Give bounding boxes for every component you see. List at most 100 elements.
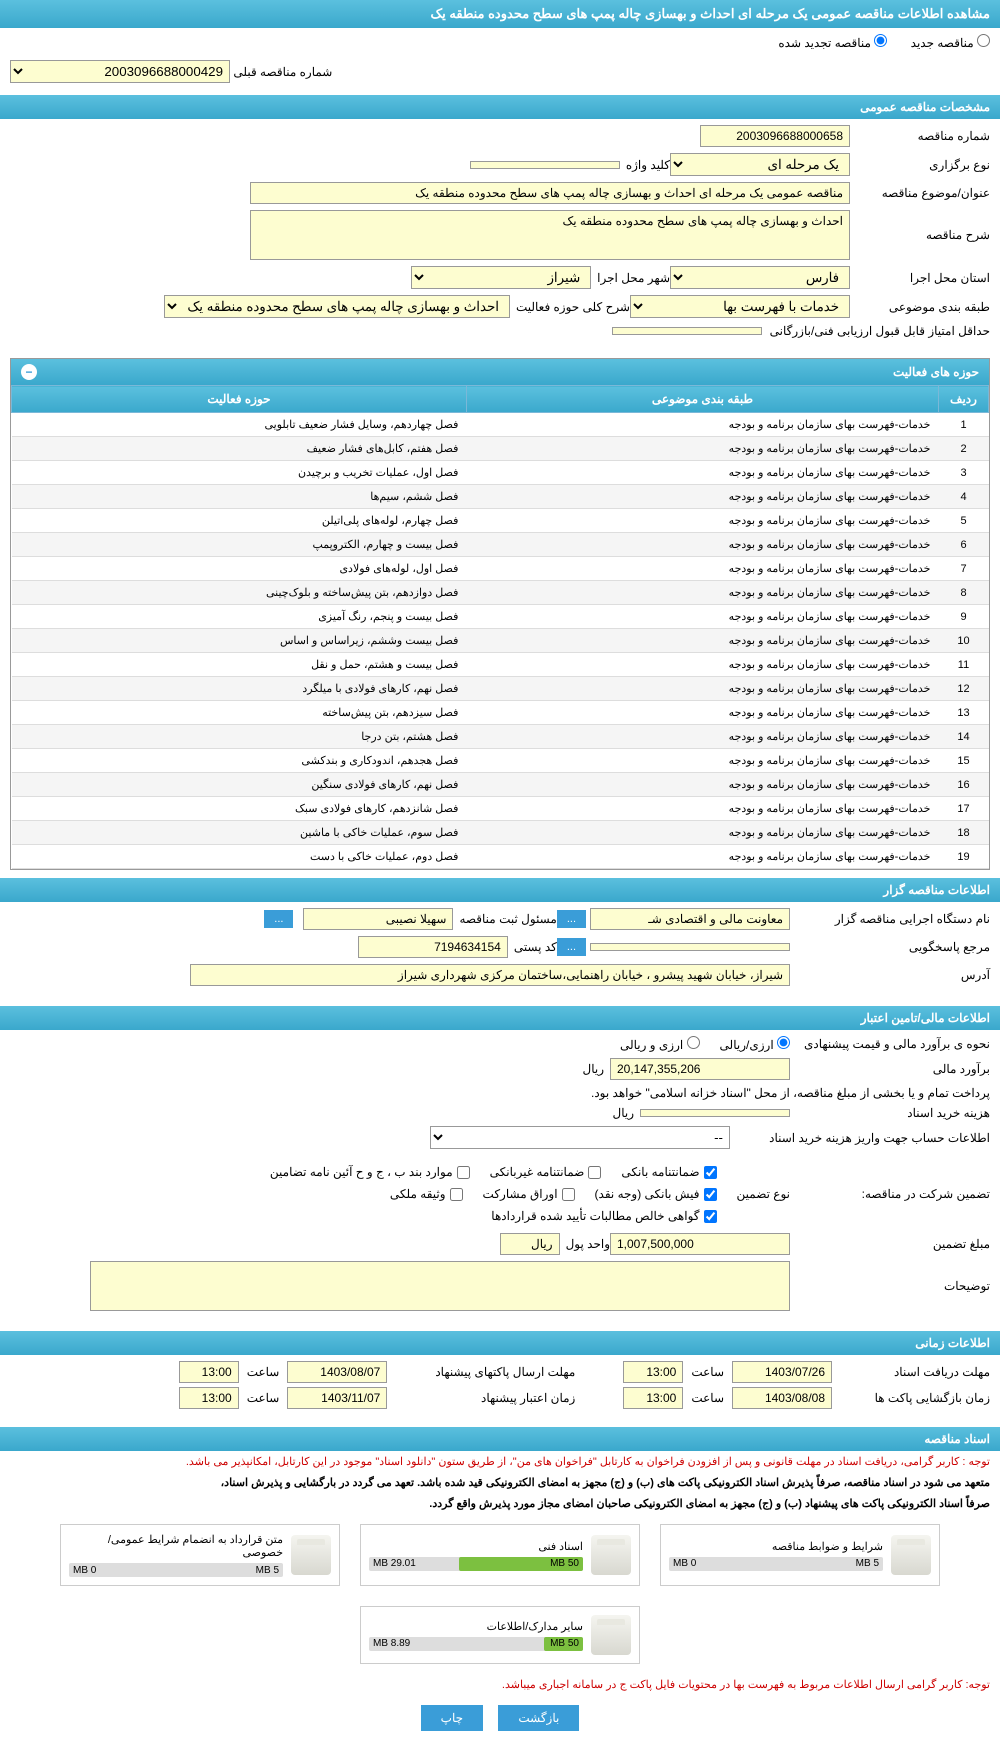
minscore-label: حداقل امتیاز قابل قبول ارزیابی فنی/بازرگ… xyxy=(762,324,990,338)
notes-label: توضیحات xyxy=(790,1279,990,1293)
acct-select[interactable]: -- xyxy=(430,1126,730,1149)
print-button[interactable]: چاپ xyxy=(421,1705,483,1731)
env-deadline-label: مهلت ارسال پاکتهای پیشنهاد xyxy=(395,1365,575,1379)
doc-title: سایر مدارک/اطلاعات xyxy=(369,1620,583,1633)
sec5-header: اسناد مناقصه xyxy=(0,1427,1000,1451)
sec4-header: اطلاعات زمانی xyxy=(0,1331,1000,1355)
sec2-header: اطلاعات مناقصه گزار xyxy=(0,878,1000,902)
radio-rial[interactable]: ارزی/ریالی xyxy=(720,1036,790,1052)
chk-property[interactable]: وثیقه ملکی xyxy=(390,1187,463,1201)
col-row: ردیف xyxy=(939,386,989,413)
table-row: 9خدمات-فهرست بهای سازمان برنامه و بودجهف… xyxy=(12,605,989,629)
minscore-value[interactable] xyxy=(612,327,762,335)
table-row: 12خدمات-فهرست بهای سازمان برنامه و بودجه… xyxy=(12,677,989,701)
type-label: نوع برگزاری xyxy=(850,158,990,172)
contact-more-button[interactable]: ... xyxy=(557,938,586,956)
doc-box[interactable]: متن قرارداد به انضمام شرایط عمومی/خصوصی0… xyxy=(60,1524,340,1586)
est-unit: ریال xyxy=(582,1062,604,1076)
docfee-label: هزینه خرید اسناد xyxy=(790,1106,990,1120)
validity-time: 13:00 xyxy=(179,1387,239,1409)
folder-icon xyxy=(891,1535,931,1575)
prev-tender-select[interactable]: 2003096688000429 xyxy=(10,60,230,83)
env-deadline-time: 13:00 xyxy=(179,1361,239,1383)
sec3-header: اطلاعات مالی/تامین اعتبار xyxy=(0,1006,1000,1030)
doc-title: اسناد فنی xyxy=(369,1540,583,1553)
city-label: شهر محل اجرا xyxy=(597,271,670,285)
org-value: معاونت مالی و اقتصادی شـ xyxy=(590,908,790,930)
radio-mixed[interactable]: ارزی و ریالی xyxy=(620,1036,700,1052)
progress-bar: 29.01 MB50 MB xyxy=(369,1557,583,1571)
back-button[interactable]: بازگشت xyxy=(498,1705,579,1731)
table-row: 1خدمات-فهرست بهای سازمان برنامه و بودجهف… xyxy=(12,413,989,437)
table-row: 19خدمات-فهرست بهای سازمان برنامه و بودجه… xyxy=(12,845,989,869)
docfee-value[interactable] xyxy=(640,1109,790,1117)
unit-value: ریال xyxy=(500,1233,560,1255)
table-row: 8خدمات-فهرست بهای سازمان برنامه و بودجهف… xyxy=(12,581,989,605)
notes-value[interactable] xyxy=(90,1261,790,1311)
note2: متعهد می شود در اسناد مناقصه، صرفاً پذیر… xyxy=(0,1472,1000,1493)
radio-renewed[interactable]: مناقصه تجدید شده xyxy=(778,34,887,50)
postal-label: کد پستی xyxy=(514,940,557,954)
sec1-header: مشخصات مناقصه عمومی xyxy=(0,95,1000,119)
type-select[interactable]: یک مرحله ای xyxy=(670,153,850,176)
province-label: استان محل اجرا xyxy=(850,271,990,285)
category-label: طبقه بندی موضوعی xyxy=(850,300,990,314)
org-more-button[interactable]: ... xyxy=(557,910,586,928)
guarantee-amt-label: مبلغ تضمین xyxy=(790,1237,990,1251)
table-row: 14خدمات-فهرست بهای سازمان برنامه و بودجه… xyxy=(12,725,989,749)
chk-nonbank[interactable]: ضمانتنامه غیربانکی xyxy=(490,1165,602,1179)
col-act: حوزه فعالیت xyxy=(12,386,467,413)
opening-date: 1403/08/08 xyxy=(732,1387,832,1409)
activities-header: حوزه های فعالیت xyxy=(893,365,979,379)
doc-deadline-date: 1403/07/26 xyxy=(732,1361,832,1383)
reg-officer-label: مسئول ثبت مناقصه xyxy=(459,912,556,926)
postal-value: 7194634154 xyxy=(358,936,508,958)
subject-value: مناقصه عمومی یک مرحله ای احداث و بهسازی … xyxy=(250,182,850,204)
radio-new[interactable]: مناقصه جدید xyxy=(911,34,990,50)
validity-date: 1403/11/07 xyxy=(287,1387,387,1409)
category-select[interactable]: خدمات با فهرست بها xyxy=(630,295,850,318)
city-select[interactable]: شیراز xyxy=(411,266,591,289)
table-row: 11خدمات-فهرست بهای سازمان برنامه و بودجه… xyxy=(12,653,989,677)
table-row: 16خدمات-فهرست بهای سازمان برنامه و بودجه… xyxy=(12,773,989,797)
table-row: 6خدمات-فهرست بهای سازمان برنامه و بودجهف… xyxy=(12,533,989,557)
doc-box[interactable]: سایر مدارک/اطلاعات8.89 MB50 MB xyxy=(360,1606,640,1664)
folder-icon xyxy=(291,1535,331,1575)
chk-clauses[interactable]: موارد بند ب ، ج و ح آئین نامه تضامین xyxy=(270,1165,470,1179)
est-method-label: نحوه ی برآورد مالی و قیمت پیشنهادی xyxy=(790,1037,990,1051)
chk-cert[interactable]: گواهی خالص مطالبات تأیید شده قراردادها xyxy=(491,1209,716,1223)
table-row: 18خدمات-فهرست بهای سازمان برنامه و بودجه… xyxy=(12,821,989,845)
contact-value[interactable] xyxy=(590,943,790,951)
chk-bank-guarantee[interactable]: ضمانتنامه بانکی xyxy=(621,1165,716,1179)
doc-deadline-label: مهلت دریافت اسناد xyxy=(840,1365,990,1379)
opening-label: زمان بازگشایی پاکت ها xyxy=(840,1391,990,1405)
doc-box[interactable]: اسناد فنی 29.01 MB50 MB xyxy=(360,1524,640,1586)
guarantee-label: تضمین شرکت در مناقصه: xyxy=(790,1187,990,1201)
table-row: 15خدمات-فهرست بهای سازمان برنامه و بودجه… xyxy=(12,749,989,773)
province-select[interactable]: فارس xyxy=(670,266,850,289)
contact-label: مرجع پاسخگویی xyxy=(790,940,990,954)
note3: صرفاً اسناد الکترونیکی پاکت های پیشنهاد … xyxy=(0,1493,1000,1514)
activities-table: ردیف طبقه بندی موضوعی حوزه فعالیت 1خدمات… xyxy=(11,385,989,869)
table-row: 3خدمات-فهرست بهای سازمان برنامه و بودجهف… xyxy=(12,461,989,485)
table-row: 7خدمات-فهرست بهای سازمان برنامه و بودجهف… xyxy=(12,557,989,581)
payment-note: پرداخت تمام و یا بخشی از مبلغ مناقصه، از… xyxy=(591,1086,990,1100)
collapse-icon[interactable]: − xyxy=(21,364,37,380)
progress-bar: 0 MB5 MB xyxy=(669,1557,883,1571)
time-label-3: ساعت xyxy=(691,1391,724,1405)
doc-box[interactable]: شرایط و ضوابط مناقصه0 MB5 MB xyxy=(660,1524,940,1586)
chk-securities[interactable]: اوراق مشارکت xyxy=(483,1187,575,1201)
acct-label: اطلاعات حساب جهت واریز هزینه خرید اسناد xyxy=(730,1131,990,1145)
keyword-input[interactable] xyxy=(470,161,620,169)
folder-icon xyxy=(591,1615,631,1655)
tender-no-value: 2003096688000658 xyxy=(700,125,850,147)
opening-time: 13:00 xyxy=(623,1387,683,1409)
chk-receipt[interactable]: فیش بانکی (وجه نقد) xyxy=(595,1187,717,1201)
note1: توجه : کاربر گرامی، دریافت اسناد در مهلت… xyxy=(0,1451,1000,1472)
officer-more-button[interactable]: ... xyxy=(264,910,293,928)
validity-label: زمان اعتبار پیشنهاد xyxy=(395,1391,575,1405)
guarantee-type-label: نوع تضمین xyxy=(737,1187,790,1201)
time-label-2: ساعت xyxy=(247,1365,280,1379)
activity-select[interactable]: احداث و بهسازی چاله پمپ های سطح محدوده م… xyxy=(164,295,510,318)
doc-title: متن قرارداد به انضمام شرایط عمومی/خصوصی xyxy=(69,1533,283,1559)
